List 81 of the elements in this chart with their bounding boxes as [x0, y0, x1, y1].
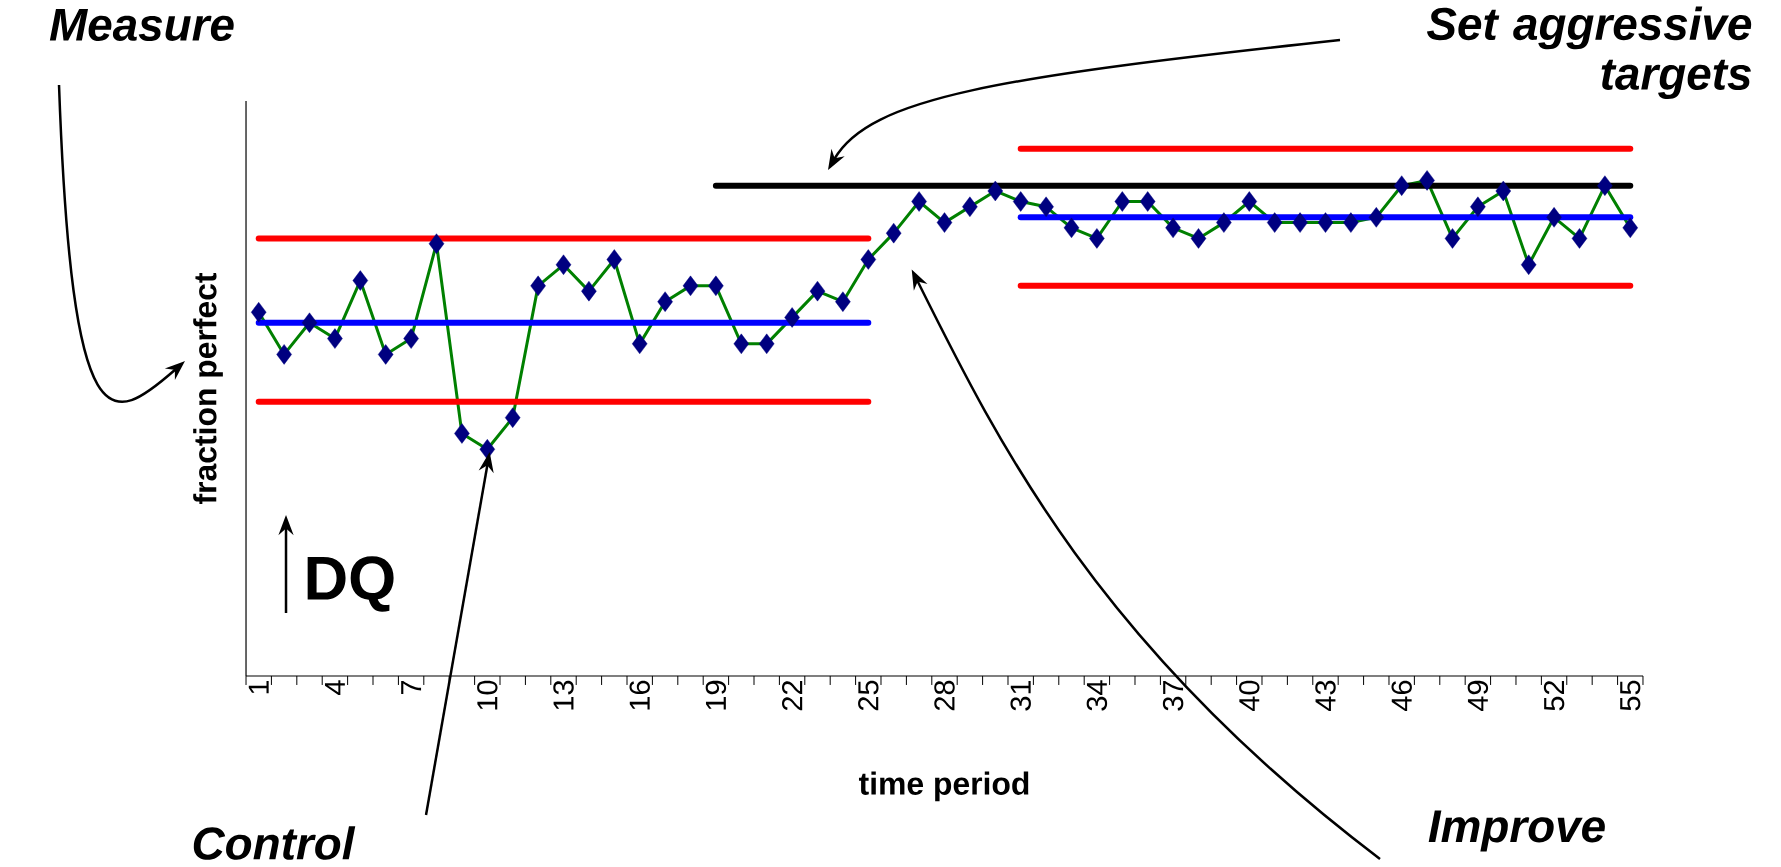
x-tick-label: 34 — [1086, 680, 1108, 711]
point — [1114, 191, 1130, 212]
point — [1393, 175, 1410, 196]
point — [1089, 228, 1105, 249]
x-tick-label: 55 — [1620, 680, 1641, 711]
point — [1520, 254, 1537, 275]
point — [682, 275, 699, 297]
point — [1419, 170, 1435, 191]
x-tick-label: 43 — [1315, 680, 1336, 711]
point — [708, 275, 724, 297]
x-tick-label: 46 — [1391, 680, 1412, 711]
point — [1063, 217, 1080, 239]
point — [1139, 191, 1156, 212]
x-tick-label: 4 — [324, 680, 345, 695]
point — [936, 212, 953, 233]
point — [1190, 228, 1207, 249]
point — [454, 423, 470, 444]
annotation: DQ — [307, 556, 394, 612]
x-tick-label: 40 — [1239, 680, 1260, 711]
point — [1317, 212, 1334, 233]
point — [505, 407, 521, 428]
x-tick-label: 1 — [248, 680, 269, 694]
point — [327, 328, 343, 349]
x-tick-label: 10 — [477, 680, 498, 710]
point — [1571, 228, 1588, 249]
point — [809, 280, 826, 302]
text: Improve — [1428, 810, 1605, 852]
point — [1038, 196, 1054, 217]
point — [835, 291, 851, 312]
point — [378, 344, 394, 365]
point — [1216, 212, 1232, 233]
x-tick-label: 16 — [629, 680, 650, 710]
x-tick-label: 25 — [858, 680, 879, 711]
point — [962, 196, 978, 217]
point — [1013, 191, 1029, 212]
point — [1343, 212, 1359, 233]
text: Set aggressive targets — [1426, 6, 1752, 100]
point — [860, 249, 876, 270]
point — [1495, 180, 1511, 202]
point — [428, 233, 445, 254]
point — [733, 333, 749, 355]
point — [1444, 228, 1461, 249]
x-tick-label: 22 — [782, 680, 803, 711]
x-tick-label: 19 — [705, 680, 727, 710]
point — [1597, 175, 1613, 196]
x-tick-label: 7 — [401, 680, 422, 695]
point — [581, 280, 597, 302]
point — [784, 307, 800, 328]
point — [1368, 207, 1384, 228]
point — [1292, 212, 1308, 233]
point — [657, 291, 673, 312]
point — [632, 333, 648, 355]
x-tick-label: 28 — [934, 680, 955, 711]
y-axis-title: fraction perfect — [193, 272, 223, 504]
point — [759, 333, 775, 355]
point — [987, 180, 1003, 202]
point — [403, 328, 419, 349]
x-tick-label: 31 — [1010, 680, 1031, 711]
x-axis-title: time period — [858, 771, 1029, 802]
text: Measure — [49, 9, 234, 41]
point — [251, 302, 267, 323]
point — [1470, 196, 1486, 217]
point — [555, 254, 572, 275]
point — [276, 344, 292, 365]
x-tick-label: 37 — [1162, 680, 1184, 711]
point — [1165, 217, 1181, 239]
point — [301, 312, 318, 333]
point — [606, 249, 622, 270]
point — [911, 191, 927, 212]
point — [886, 222, 902, 244]
point — [1266, 212, 1283, 233]
point — [1241, 191, 1257, 212]
point — [1546, 207, 1562, 228]
point — [352, 270, 369, 291]
x-tick-label: 49 — [1467, 680, 1489, 711]
x-tick-label: 52 — [1543, 680, 1565, 711]
x-tick-label: 13 — [553, 680, 574, 710]
point — [530, 275, 546, 297]
point — [1622, 217, 1638, 239]
text: Control — [193, 826, 356, 860]
point — [479, 439, 496, 460]
